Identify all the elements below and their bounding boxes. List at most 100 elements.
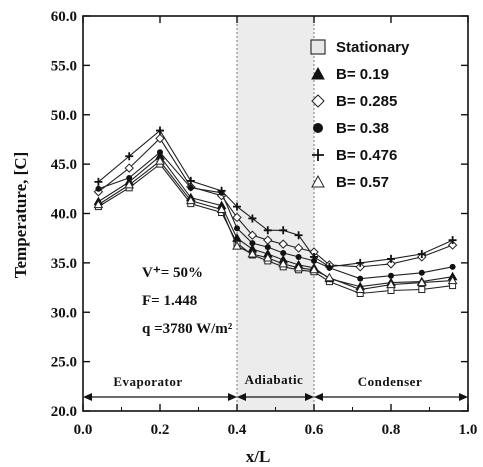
data-point (449, 263, 456, 270)
data-point (155, 133, 165, 144)
x-tick-label: 0.6 (305, 422, 324, 438)
y-tick-label: 55.0 (51, 58, 77, 74)
series-line (98, 155, 453, 288)
data-point (125, 152, 134, 161)
data-point (248, 214, 257, 223)
data-point (386, 259, 396, 269)
data-point (418, 286, 426, 294)
series-b-0-476 (94, 126, 457, 271)
data-point (232, 241, 242, 250)
series-b-0-285 (93, 133, 458, 272)
legend-label: B= 0.19 (336, 66, 389, 83)
region-label-adiabatic: Adiabatic (245, 372, 304, 387)
data-point (155, 156, 165, 165)
legend-marker (313, 123, 323, 133)
y-tick-label: 20.0 (51, 404, 77, 420)
legend-marker (311, 94, 325, 108)
legend-label: B= 0.57 (336, 174, 389, 191)
data-point (417, 249, 426, 258)
data-point (234, 225, 240, 232)
data-point (249, 240, 256, 247)
data-point (278, 258, 289, 268)
legend-label: B= 0.476 (336, 147, 397, 164)
data-point (94, 177, 103, 186)
series-line (98, 137, 453, 268)
axis-ticks: 20.0 25.0 30.0 35.0 40.0 45.0 50.0 55.0 60.0 0.0 0… (51, 9, 478, 438)
data-point (293, 243, 304, 253)
data-point (156, 126, 164, 135)
x-tick-label: 0.0 (74, 422, 93, 438)
adiabatic-region-shade (237, 17, 314, 410)
series-layer (93, 126, 458, 297)
data-point (357, 275, 364, 282)
y-axis-title: Temperature, [C] (11, 152, 30, 279)
data-point (263, 226, 272, 235)
data-point (309, 264, 319, 274)
series-line (98, 160, 453, 291)
data-point (325, 262, 334, 271)
legend-label: Stationary (336, 39, 410, 56)
data-point (294, 231, 303, 240)
data-point (447, 240, 458, 250)
data-point (310, 252, 318, 261)
data-point (233, 202, 241, 211)
legend: Stationary B= 0.19 B= 0.285 B= 0.38 B= 0.476… (310, 39, 410, 191)
arrow-head-right (459, 393, 468, 401)
data-point (388, 272, 394, 279)
y-tick-label: 60.0 (51, 9, 77, 25)
data-point (448, 236, 457, 245)
data-point (93, 199, 104, 209)
y-tick-label: 30.0 (51, 305, 77, 321)
data-point (447, 275, 458, 285)
data-point (126, 174, 133, 181)
y-tick-label: 40.0 (51, 207, 77, 223)
arrow-head-right (228, 393, 237, 401)
data-point (324, 272, 335, 282)
y-tick-label: 35.0 (51, 256, 77, 272)
data-point (187, 184, 194, 191)
y-tick-label: 25.0 (51, 355, 77, 371)
series-b-0-57 (93, 156, 458, 294)
data-point (232, 212, 242, 223)
y-tick-label: 50.0 (51, 108, 77, 124)
x-tick-label: 0.4 (228, 422, 247, 438)
data-point (185, 195, 196, 205)
arrow-head-right (305, 393, 314, 401)
data-point (157, 149, 163, 156)
data-point (293, 262, 304, 272)
data-point (264, 244, 271, 251)
data-point (416, 277, 427, 287)
data-point (278, 239, 288, 249)
annotation-f: F= 1.448 (142, 293, 197, 309)
region-label-evaporator: Evaporator (113, 374, 182, 389)
data-point (387, 287, 395, 295)
legend-label: B= 0.38 (336, 120, 389, 137)
data-point (216, 204, 227, 214)
arrow-head-left (83, 393, 92, 401)
data-point (247, 248, 258, 258)
data-point (418, 269, 425, 276)
region-label-condenser: Condenser (358, 374, 422, 389)
data-point (262, 252, 273, 262)
arrow-head-left (237, 393, 246, 401)
data-point (247, 230, 258, 240)
legend-marker-stationary (310, 39, 326, 55)
data-point (280, 250, 287, 256)
x-axis-title: x/L (246, 447, 271, 466)
legend-marker (311, 66, 325, 80)
series-line (98, 129, 453, 268)
data-point (356, 258, 365, 267)
data-point (386, 279, 396, 289)
series-line (98, 163, 453, 295)
data-point (124, 163, 134, 173)
y-tick-label: 45.0 (51, 157, 77, 173)
series-line (98, 151, 453, 280)
arrow-head-left (314, 393, 323, 401)
x-tick-label: 1.0 (459, 422, 478, 438)
region-arrows (83, 393, 468, 401)
annotation-q: q =3780 W/m² (142, 321, 233, 337)
data-point (95, 185, 102, 192)
data-point (217, 186, 226, 195)
legend-marker (312, 149, 324, 161)
